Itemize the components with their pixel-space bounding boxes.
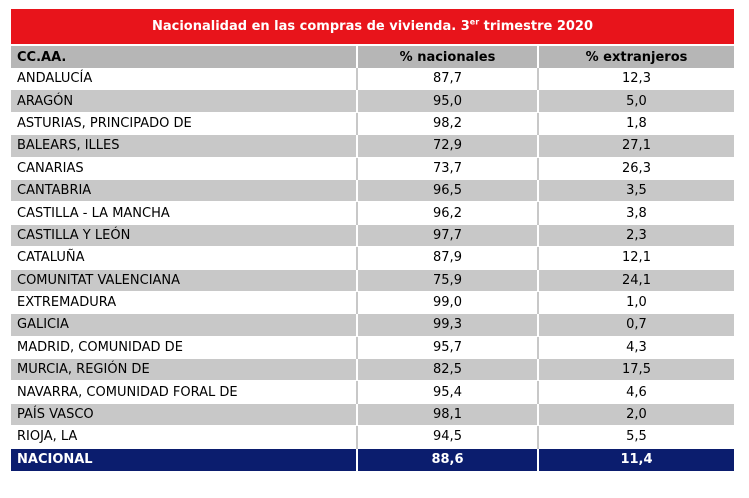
table-row: ASTURIAS, PRINCIPADO DE 98,2 1,8: [11, 112, 734, 136]
cell-region: CANARIAS: [11, 157, 358, 180]
table-row: COMUNITAT VALENCIANA 75,9 24,1: [11, 269, 734, 292]
cell-nacionales: 98,2: [357, 112, 539, 136]
total-label: NACIONAL: [11, 448, 358, 472]
cell-region: ASTURIAS, PRINCIPADO DE: [11, 112, 358, 136]
cell-region: CATALUÑA: [11, 246, 358, 270]
data-table: CC.AA. % nacionales % extranjeros ANDALU…: [11, 44, 734, 472]
cell-extranjeros: 12,3: [538, 68, 734, 91]
cell-extranjeros: 2,3: [538, 224, 734, 248]
cell-nacionales: 75,9: [357, 269, 539, 292]
header-nacionales: % nacionales: [357, 44, 539, 68]
table-row: EXTREMADURA 99,0 1,0: [11, 291, 734, 315]
cell-region: EXTREMADURA: [11, 291, 358, 315]
cell-region: NAVARRA, COMUNIDAD FORAL DE: [11, 380, 358, 404]
cell-extranjeros: 24,1: [538, 269, 734, 292]
cell-extranjeros: 1,8: [538, 112, 734, 136]
cell-extranjeros: 12,1: [538, 246, 734, 270]
cell-extranjeros: 5,0: [538, 89, 734, 113]
cell-region: ANDALUCÍA: [11, 68, 358, 91]
header-extranjeros: % extranjeros: [538, 44, 734, 68]
cell-nacionales: 99,3: [357, 313, 539, 337]
cell-extranjeros: 1,0: [538, 291, 734, 315]
cell-region: CANTABRIA: [11, 179, 358, 203]
cell-region: CASTILLA Y LEÓN: [11, 224, 358, 248]
cell-nacionales: 73,7: [357, 157, 539, 180]
cell-extranjeros: 5,5: [538, 425, 734, 449]
table-row: CASTILLA - LA MANCHA 96,2 3,8: [11, 201, 734, 225]
cell-region: CASTILLA - LA MANCHA: [11, 201, 358, 225]
cell-extranjeros: 0,7: [538, 313, 734, 337]
table-row: PAÍS VASCO 98,1 2,0: [11, 403, 734, 427]
table-row: RIOJA, LA 94,5 5,5: [11, 425, 734, 449]
cell-nacionales: 96,5: [357, 179, 539, 203]
table-row: MURCIA, REGIÓN DE 82,5 17,5: [11, 358, 734, 382]
table-row: CASTILLA Y LEÓN 97,7 2,3: [11, 224, 734, 248]
table-row: GALICIA 99,3 0,7: [11, 313, 734, 337]
cell-extranjeros: 4,3: [538, 336, 734, 360]
cell-extranjeros: 3,8: [538, 201, 734, 225]
cell-nacionales: 72,9: [357, 134, 539, 158]
table-row: CANARIAS 73,7 26,3: [11, 157, 734, 180]
table-row: ARAGÓN 95,0 5,0: [11, 89, 734, 113]
cell-nacionales: 87,7: [357, 68, 539, 91]
cell-nacionales: 98,1: [357, 403, 539, 427]
cell-region: GALICIA: [11, 313, 358, 337]
table-row: ANDALUCÍA 87,7 12,3: [11, 68, 734, 91]
cell-region: MURCIA, REGIÓN DE: [11, 358, 358, 382]
cell-nacionales: 99,0: [357, 291, 539, 315]
cell-nacionales: 95,7: [357, 336, 539, 360]
cell-region: BALEARS, ILLES: [11, 134, 358, 158]
cell-region: MADRID, COMUNIDAD DE: [11, 336, 358, 360]
cell-region: ARAGÓN: [11, 89, 358, 113]
table-row: CANTABRIA 96,5 3,5: [11, 179, 734, 203]
cell-region: COMUNITAT VALENCIANA: [11, 269, 358, 292]
cell-nacionales: 94,5: [357, 425, 539, 449]
cell-extranjeros: 17,5: [538, 358, 734, 382]
cell-extranjeros: 2,0: [538, 403, 734, 427]
table-title-end: trimestre 2020: [479, 19, 594, 34]
data-table-container: Nacionalidad en las compras de vivienda.…: [11, 9, 734, 472]
cell-extranjeros: 27,1: [538, 134, 734, 158]
table-row: BALEARS, ILLES 72,9 27,1: [11, 134, 734, 158]
table-title-superscript: er: [469, 17, 480, 27]
cell-nacionales: 95,0: [357, 89, 539, 113]
table-row: CATALUÑA 87,9 12,1: [11, 246, 734, 270]
total-row: NACIONAL 88,6 11,4: [11, 448, 734, 472]
total-nacionales: 88,6: [357, 448, 539, 472]
cell-extranjeros: 4,6: [538, 380, 734, 404]
header-row: CC.AA. % nacionales % extranjeros: [11, 44, 734, 68]
table-title-main: Nacionalidad en las compras de vivienda.…: [151, 19, 470, 34]
cell-nacionales: 97,7: [357, 224, 539, 248]
cell-region: PAÍS VASCO: [11, 403, 358, 427]
cell-region: RIOJA, LA: [11, 425, 358, 449]
table-title: Nacionalidad en las compras de vivienda.…: [11, 9, 734, 44]
cell-extranjeros: 3,5: [538, 179, 734, 203]
cell-extranjeros: 26,3: [538, 157, 734, 180]
header-region: CC.AA.: [11, 44, 358, 68]
table-row: NAVARRA, COMUNIDAD FORAL DE 95,4 4,6: [11, 380, 734, 404]
table-row: MADRID, COMUNIDAD DE 95,7 4,3: [11, 336, 734, 360]
cell-nacionales: 96,2: [357, 201, 539, 225]
cell-nacionales: 87,9: [357, 246, 539, 270]
cell-nacionales: 95,4: [357, 380, 539, 404]
cell-nacionales: 82,5: [357, 358, 539, 382]
total-extranjeros: 11,4: [538, 448, 734, 472]
